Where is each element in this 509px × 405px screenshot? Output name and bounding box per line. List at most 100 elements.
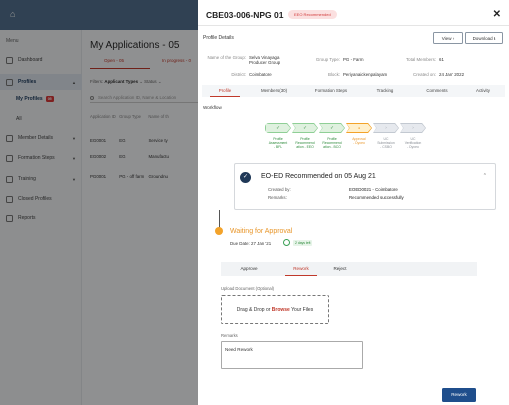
dashboard-icon [6,56,13,64]
file-dropzone[interactable]: Drag & Drop or Browse Your Files [221,295,329,324]
reports-icon [6,214,13,222]
chevron-up-icon[interactable]: ⌃ [482,173,487,179]
chevron-down-icon: ⌄ [157,79,162,84]
sidebar-subitem-my-profiles[interactable]: My Profiles 05 [16,96,54,102]
download-button-label: Download [472,36,493,41]
step-caption-line: Recommend [322,141,342,145]
event-card[interactable]: ✓ EO-ED Recommended on 05 Aug 21 ⌃ Creat… [234,163,496,210]
step-caption: UC Verification - Dyceo [398,137,428,149]
browse-link[interactable]: Browse [271,307,290,313]
filter-status[interactable]: Status [144,79,157,84]
profile-drawer: CBE03-006-NPG 01 EEO Recommended ✕ Profi… [198,0,509,405]
step-caption-line: - BFL [273,145,283,149]
sidebar-item-label: Dashboard [18,57,43,63]
main-tabs: Open - 05 In progress - 0 [82,58,198,70]
training-icon [6,175,13,183]
tab-activity[interactable]: Activity [476,88,490,93]
step-caption-line: Approval [352,137,366,141]
upload-label: Upload Document (Optional) [221,286,275,291]
step-fill [265,123,291,133]
remarks-field-label: Remarks [221,333,238,338]
table-row[interactable]: PG0001 PG - off farm Groundnu [90,174,168,179]
sidebar-item-formation-steps[interactable]: Formation Steps ▼ [0,150,82,166]
step-caption: Profile Recommend ation - EEO [290,137,320,149]
table-cell: EG [119,138,126,143]
created-by-label: Created by: [268,187,291,192]
closed-profiles-icon [6,195,13,203]
active-tab-underline [90,68,150,69]
filter-applicant-types[interactable]: Applicant Types [104,79,139,84]
drawer-title: CBE03-006-NPG 01 [206,10,284,20]
table-row[interactable]: EG0002 EG Manufactu [90,154,169,159]
remarks-field[interactable]: Need Rework [221,341,363,369]
workflow-step: › [373,123,399,133]
chevron-up-icon: ▲ [72,79,76,85]
download-button[interactable]: Download ⭳ [465,32,503,44]
pending-step-icon: › [385,125,387,130]
filters-row: Filters: Applicant Types ⌄ Status ⌄ [90,79,162,85]
step-caption-line: ation - BCO [323,145,341,149]
status-badge: EEO Recommended [288,10,337,19]
sidebar-item-label: Reports [18,215,36,221]
clock-icon [283,239,290,246]
tab-approve[interactable]: Approve [240,266,258,271]
close-icon[interactable]: ✕ [492,9,501,20]
remarks-label: Remarks: [268,195,287,200]
block-label: Block: [328,72,340,77]
created-by-value: EOED0021 - Coimbatore [349,187,398,192]
group-type-label: Group Type: [315,57,340,62]
step-caption-line: Profile [300,137,310,141]
group-name-value-line1: Selva Vinayaga [249,55,280,60]
district-label: District: [231,72,246,77]
workflow-step: ✓ [319,123,345,133]
rework-button[interactable]: Rework [442,388,476,402]
main-content: My Applications - 05 Open - 05 In progre… [82,30,198,405]
sidebar-subitem-all[interactable]: All [16,116,22,122]
block-value: Periyanaickenpalayam [343,72,388,77]
action-tabs: Approve Rework Reject [221,262,477,276]
step-fill [292,123,318,133]
tab-tracking[interactable]: Tracking [376,88,394,93]
table-cell: PG - off farm [119,174,145,179]
sidebar-item-dashboard[interactable]: Dashboard [0,52,82,68]
table-row[interactable]: EG0001 EG Service ty [90,138,168,143]
search-input[interactable]: Search Application ID, Name & Location [90,93,198,103]
total-members-value: 61 [439,57,444,62]
step-caption: UC Submission - CSBO [371,137,401,149]
sidebar: Menu Dashboard Profiles ▲ My Profiles 05… [0,30,82,405]
download-icon: ⭳ [493,36,496,41]
tab-in-progress[interactable]: In progress - 0 [162,58,192,63]
step-caption-line: Submission [377,141,395,145]
check-icon: ✓ [240,172,251,183]
step-caption-line: - Dyceo [407,145,419,149]
tab-formation-steps[interactable]: Formation Steps [314,88,348,93]
tab-profile[interactable]: Profile [210,85,240,97]
sidebar-item-training[interactable]: Training ▼ [0,171,82,187]
step-caption-line: Verification [404,141,422,145]
check-icon: ✓ [303,125,307,130]
view-button[interactable]: View › [433,32,463,44]
tab-rework[interactable]: Rework [285,262,317,276]
modal-overlay[interactable] [0,0,198,405]
view-button-label: View [441,36,452,41]
tab-open[interactable]: Open - 05 [104,58,125,63]
group-name-value-line2: Producer Group [249,60,281,65]
step-caption-line: Profile [273,137,283,141]
tab-reject[interactable]: Reject [333,266,347,271]
workflow-label: Workflow [203,105,222,110]
tab-members[interactable]: Members(30) [260,88,288,93]
table-cell: PG0001 [90,174,107,179]
table-cell: Service ty [148,138,168,143]
home-icon[interactable]: ⌂ [10,9,16,19]
workflow-step: ✓ [292,123,318,133]
sidebar-item-closed-profiles[interactable]: Closed Profiles [0,191,82,207]
page-title: My Applications - 05 [90,40,180,51]
step-caption-line: - CSBO [380,145,392,149]
tab-comments[interactable]: Comments [426,88,448,93]
check-icon: ✓ [330,125,334,130]
sidebar-item-reports[interactable]: Reports [0,210,82,226]
step-fill [373,123,399,133]
waiting-title: Waiting for Approval [230,228,293,235]
sidebar-item-member-details[interactable]: Member Details ▼ [0,130,82,146]
sidebar-item-profiles[interactable]: Profiles ▲ [0,74,82,90]
